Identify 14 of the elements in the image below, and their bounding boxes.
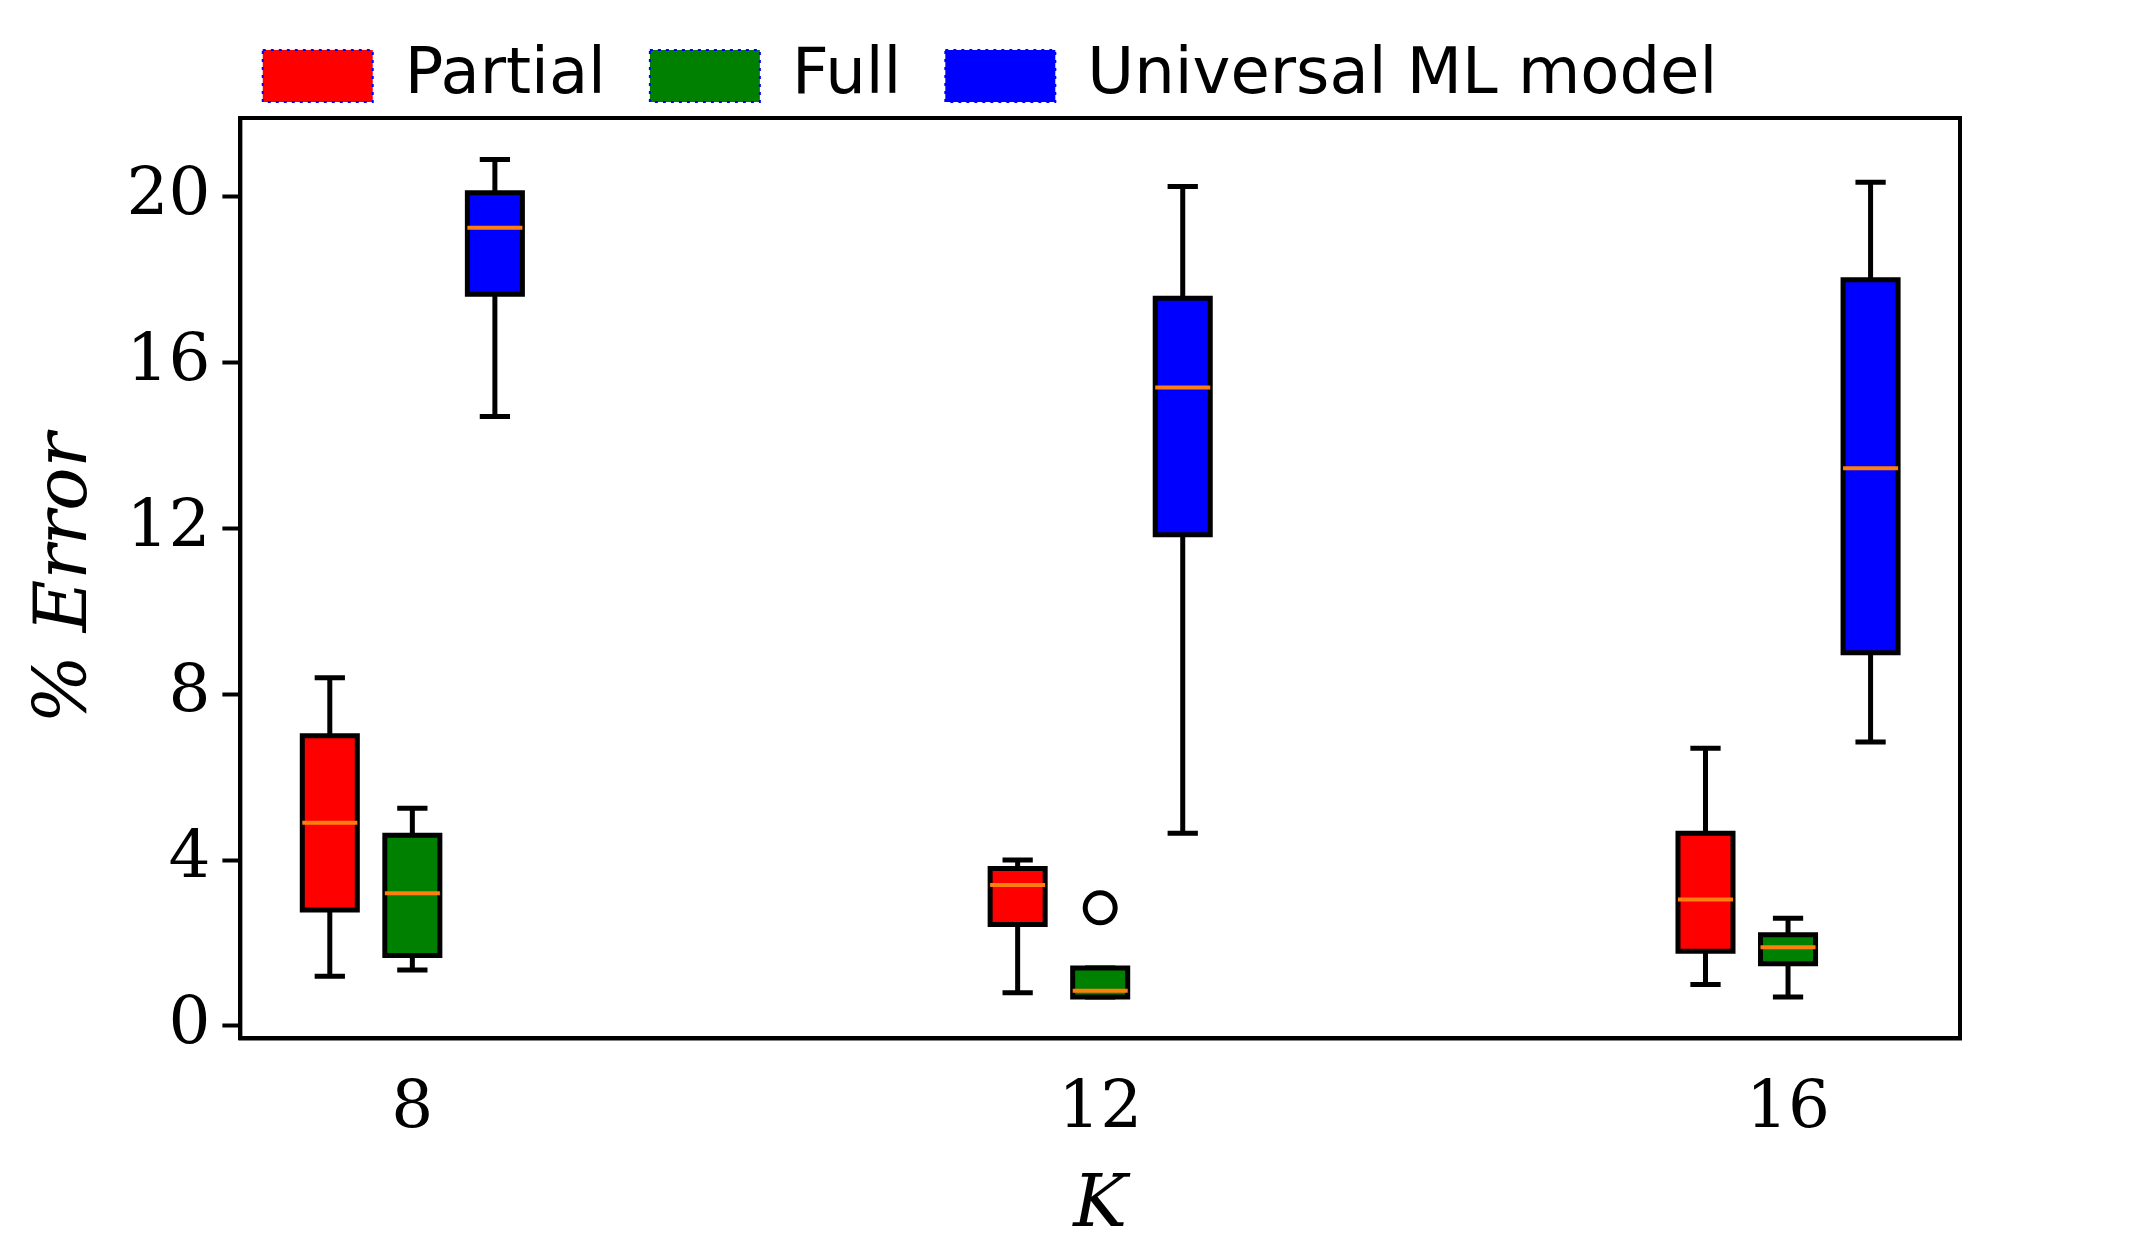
y-tick-label: 8 <box>168 650 211 728</box>
y-tick-label: 4 <box>168 816 211 894</box>
x-axis-title: K <box>1071 1158 1132 1243</box>
legend-label: Partial <box>404 33 606 108</box>
y-tick-label: 12 <box>126 484 211 562</box>
x-tick-label: 12 <box>1058 1066 1143 1144</box>
x-tick-label: 16 <box>1746 1066 1831 1144</box>
x-tick-label: 8 <box>391 1066 434 1144</box>
y-tick-label: 0 <box>168 982 211 1060</box>
legend-label: Full <box>791 33 902 108</box>
y-tick-label: 16 <box>126 318 211 396</box>
y-axis-title: % Error <box>18 429 103 724</box>
y-tick-label: 20 <box>126 152 211 230</box>
legend-label: Universal ML model <box>1087 33 1718 108</box>
